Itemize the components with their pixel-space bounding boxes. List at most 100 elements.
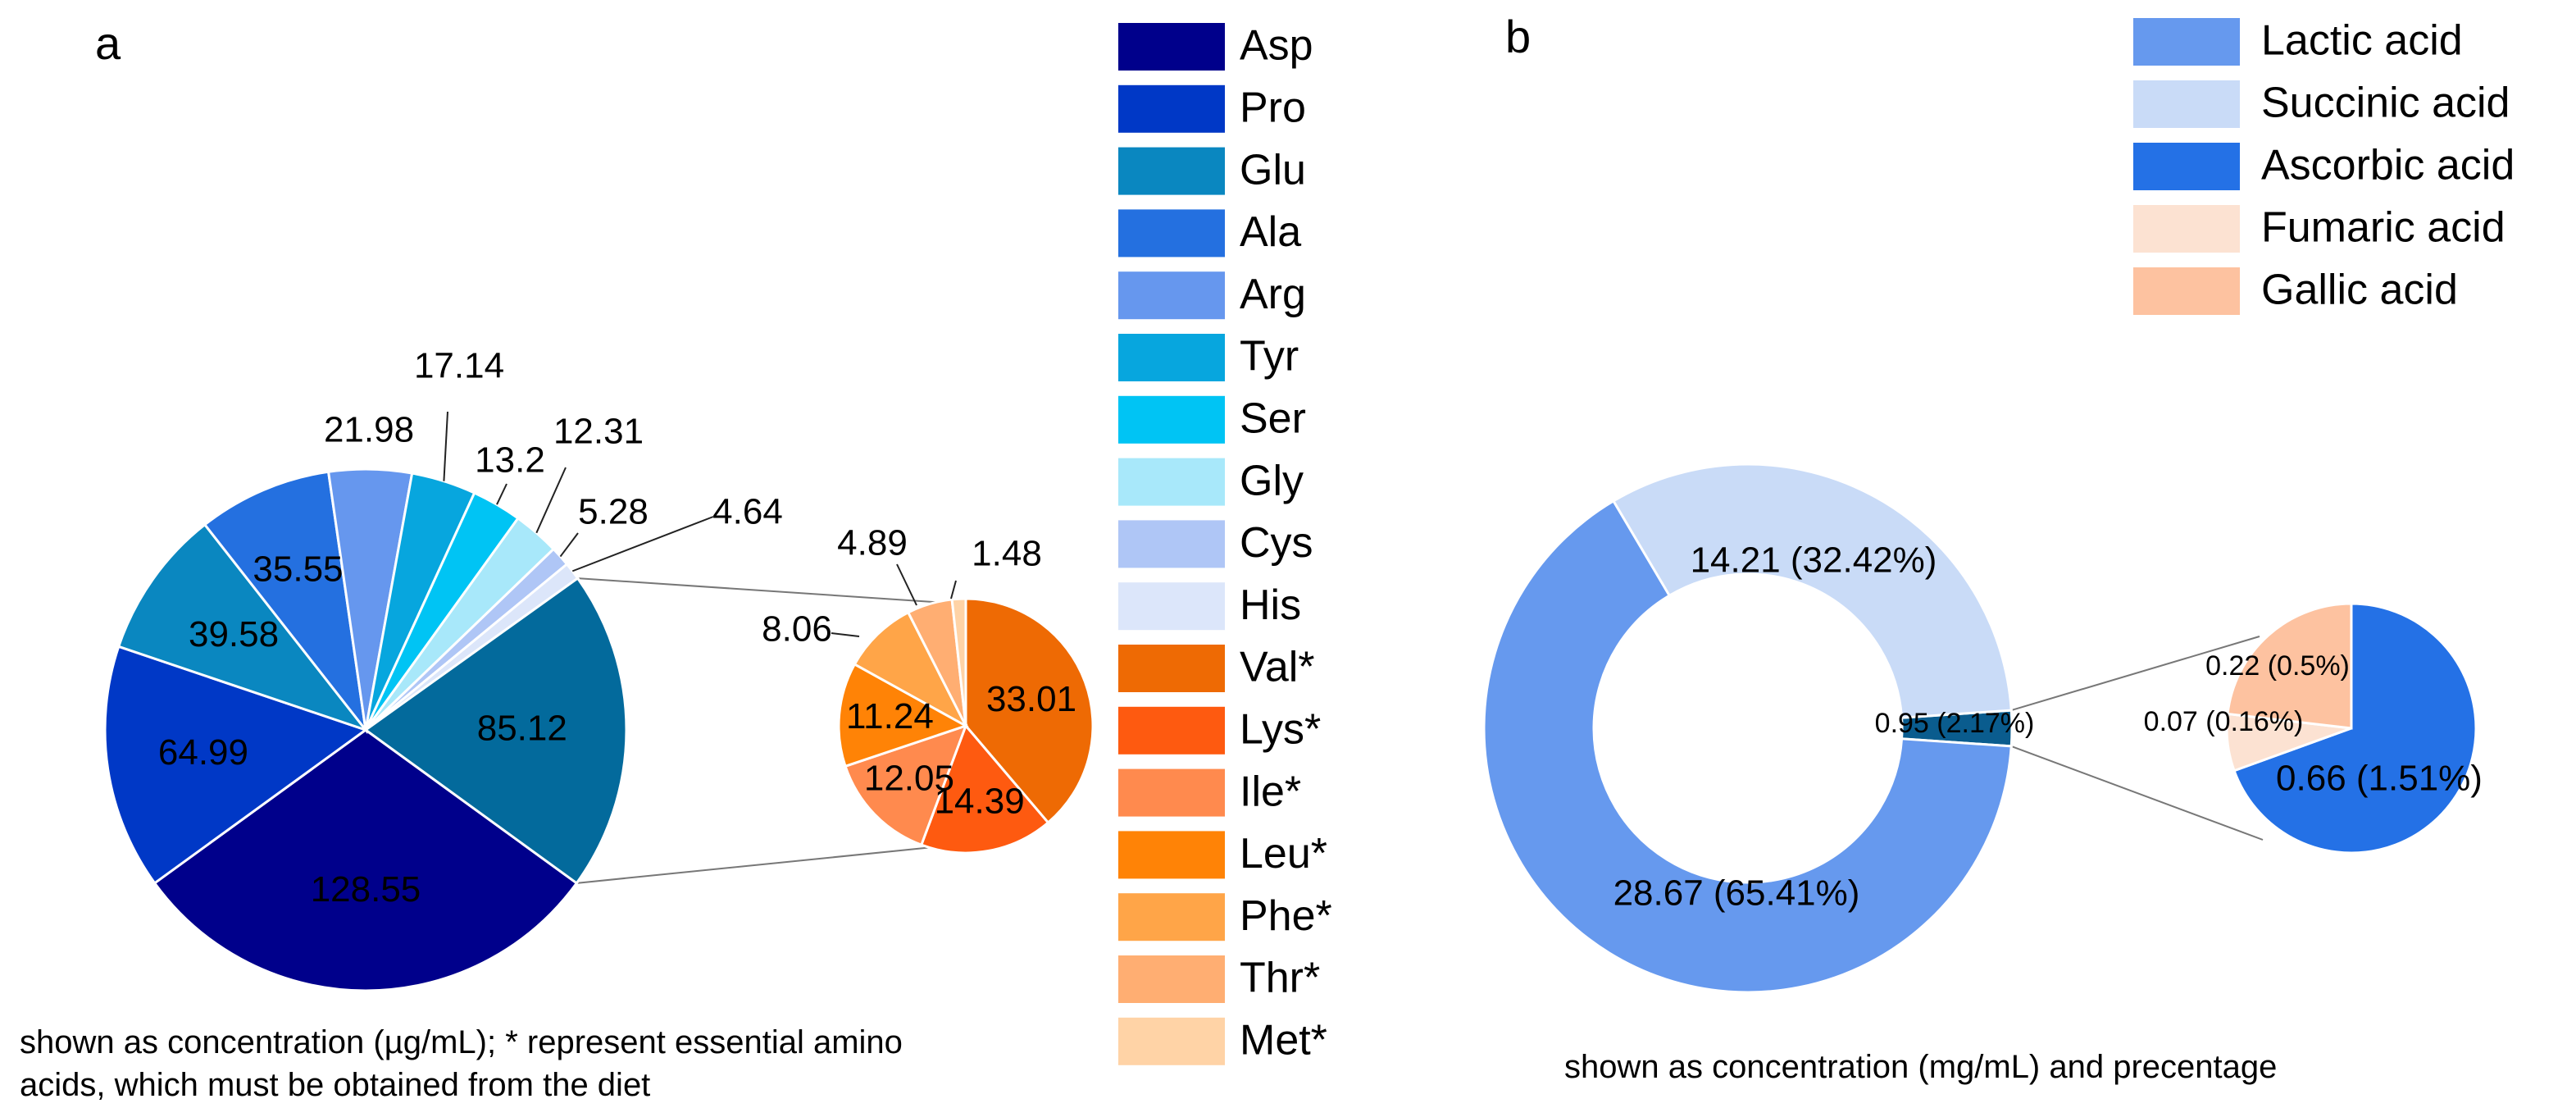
legend-swatch-thr — [1118, 955, 1225, 1003]
legend-label-gly: Gly — [1240, 457, 1304, 504]
slice-label-tyr: 17.14 — [414, 346, 504, 386]
leader-his — [571, 516, 714, 572]
legend-swatch-val — [1118, 645, 1225, 692]
slice-label-arg: 21.98 — [324, 410, 414, 450]
panel-b-note: shown as concentration (mg/mL) and prece… — [1564, 1049, 2277, 1085]
slice-label-fumaric-acid: 0.07 (0.16%) — [2144, 706, 2304, 737]
legend-swatch-ile — [1118, 768, 1225, 817]
slice-met — [950, 597, 967, 727]
legend-label-tyr: Tyr — [1240, 333, 1299, 381]
legend-swatch-phe — [1118, 893, 1225, 941]
legend-label-met: Met* — [1240, 1017, 1327, 1065]
slice-label-gallic-acid: 0.22 (0.5%) — [2205, 650, 2350, 682]
legend-swatch-fumaric-acid — [2133, 205, 2240, 253]
legend-swatch-cys — [1118, 520, 1225, 568]
legend-swatch-lactic-acid — [2133, 18, 2240, 66]
legend-swatch-leu — [1118, 831, 1225, 879]
panel-b-connectors — [2010, 636, 2264, 841]
slice-glu — [116, 522, 370, 733]
panel-a-legend: Asp Pro Glu Ala Arg Tyr Ser Gly Cys His Val* Lys* Il… — [1118, 22, 1332, 1065]
legend-label-glu: Glu — [1240, 146, 1306, 194]
slice-label-ile: 12.05 — [864, 758, 954, 798]
slice-essential-amino-acids-sum — [363, 576, 628, 885]
slice-label-ala: 35.55 — [253, 549, 343, 590]
legend-label-leu: Leu* — [1240, 830, 1327, 878]
legend-swatch-arg — [1118, 271, 1225, 320]
legend-label-his: His — [1240, 581, 1301, 629]
slice-label-leu: 11.24 — [846, 696, 934, 736]
slice-label-asp: 128.55 — [311, 869, 421, 910]
legend-label-ser: Ser — [1240, 395, 1306, 443]
legend-label-ile: Ile* — [1240, 768, 1301, 815]
legend-label-ascorbic-acid: Ascorbic acid — [2261, 142, 2515, 189]
legend-swatch-glu — [1118, 147, 1225, 195]
leader-ser — [496, 483, 507, 505]
slice-label-cys: 5.28 — [578, 492, 649, 532]
slice-label-succinic-acid: 14.21 (32.42%) — [1691, 540, 1937, 581]
leader-tyr — [443, 411, 448, 481]
leader-cys — [559, 532, 579, 558]
slice-leu — [837, 662, 969, 768]
slice-phe — [853, 610, 969, 729]
legend-label-pro: Pro — [1240, 84, 1306, 132]
slice-label-val: 33.01 — [986, 679, 1076, 719]
legend-label-asp: Asp — [1240, 22, 1313, 70]
legend-label-cys: Cys — [1240, 519, 1313, 567]
connector-bottom — [576, 844, 958, 884]
legend-label-ala: Ala — [1240, 208, 1301, 256]
legend-label-lys: Lys* — [1240, 706, 1321, 754]
leader-thr — [896, 563, 917, 606]
connector-top — [2010, 636, 2260, 712]
legend-label-thr: Thr* — [1240, 955, 1320, 1002]
slice-succinic-acid — [1611, 463, 2013, 719]
legend-swatch-ala — [1118, 209, 1225, 258]
legend-label-gallic-acid: Gallic acid — [2261, 267, 2458, 314]
leader-phe — [831, 632, 860, 637]
legend-swatch-pro — [1118, 84, 1225, 133]
legend-label-val: Val* — [1240, 644, 1315, 691]
slice-label-pro: 64.99 — [158, 732, 248, 773]
slice-ascorbic-acid — [2232, 602, 2478, 855]
legend-swatch-ascorbic-acid — [2133, 143, 2240, 190]
slice-ala — [203, 470, 368, 735]
slice-label-essential-amino-acids-sum: 85.12 — [477, 708, 567, 748]
legend-label-fumaric-acid: Fumaric acid — [2261, 204, 2505, 252]
panel-a-note-line1: shown as concentration (µg/mL); * repres… — [20, 1024, 903, 1060]
connector-top — [577, 577, 958, 604]
legend-label-arg: Arg — [1240, 271, 1306, 318]
panel-letter-a: a — [95, 17, 121, 69]
slice-val — [964, 597, 1095, 825]
panel-letter-b: b — [1505, 11, 1531, 62]
legend-swatch-succinic-acid — [2133, 80, 2240, 128]
slice-ile — [844, 723, 968, 847]
slice-label-gly: 12.31 — [553, 412, 644, 452]
panel-a-note-line2: acids, which must be obtained from the d… — [20, 1067, 650, 1103]
slice-label-lactic-acid: 28.67 (65.41%) — [1613, 873, 1860, 914]
slice-asp — [152, 728, 579, 992]
slice-label-other: 0.95 (2.17%) — [1875, 708, 2035, 739]
panel-b-secondary-pie — [2225, 602, 2478, 855]
panel-a-secondary-pie — [837, 597, 1095, 855]
slice-label-glu: 39.58 — [189, 614, 279, 654]
slice-label-his: 4.64 — [712, 492, 783, 532]
slice-lactic-acid — [1482, 499, 2013, 994]
legend-label-phe: Phe* — [1240, 892, 1332, 940]
legend-swatch-ser — [1118, 395, 1225, 444]
panel-b-labels: 28.67 (65.41%) 14.21 (32.42%) 0.95 (2.17%)… — [1613, 540, 2483, 914]
legend-swatch-gly — [1118, 458, 1225, 506]
slice-label-ser: 13.2 — [475, 440, 545, 481]
legend-swatch-tyr — [1118, 334, 1225, 381]
panel-b-legend: Lactic acid Succinic acid Ascorbic acid Fum… — [2133, 17, 2515, 315]
slice-label-phe: 8.06 — [762, 609, 832, 650]
slice-label-ascorbic-acid: 0.66 (1.51%) — [2276, 759, 2483, 799]
slice-pro — [103, 645, 369, 885]
connector-bottom — [2010, 745, 2264, 841]
panel-a-connectors — [576, 577, 958, 884]
panel-a-main-pie — [103, 467, 628, 992]
slice-label-lys: 14.39 — [935, 781, 1025, 821]
leader-gly — [535, 467, 567, 534]
legend-swatch-lys — [1118, 706, 1225, 755]
panel-b-main-doughnut — [1482, 463, 2014, 994]
